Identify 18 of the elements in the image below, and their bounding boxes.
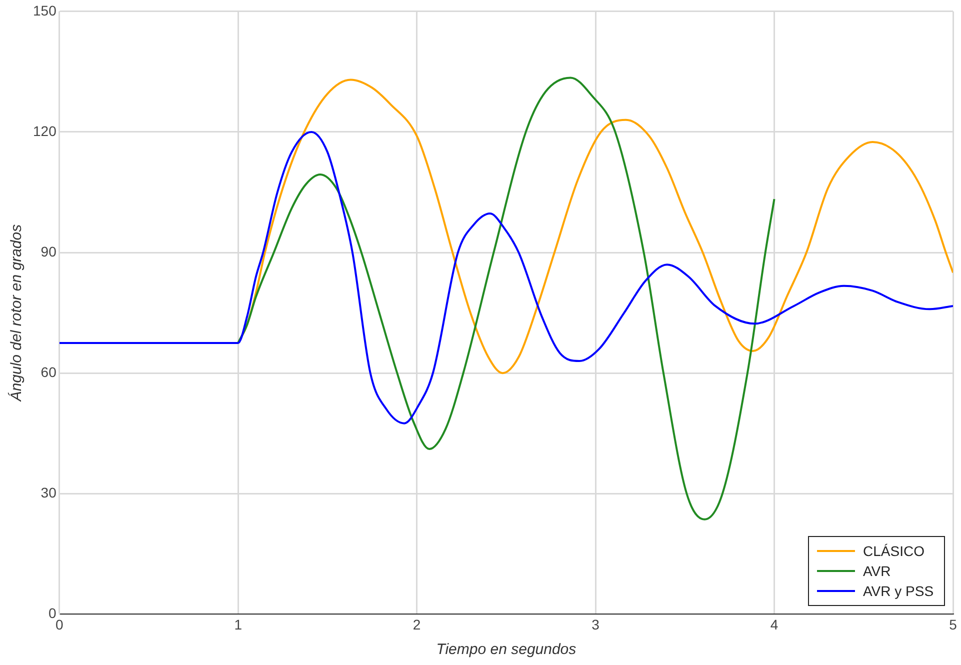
x-tick-label: 1: [234, 616, 242, 632]
legend-label: CLÁSICO: [863, 543, 924, 560]
line-series: [59, 130, 953, 424]
y-axis-title: Ángulo del rotor en grados: [7, 224, 26, 402]
line-series: [237, 76, 776, 520]
legend-label: AVR: [863, 563, 891, 580]
y-tick-label: 60: [40, 364, 57, 380]
y-tick-label: 0: [48, 605, 57, 622]
y-tick-label: 30: [40, 484, 57, 500]
x-tick-label: 2: [412, 616, 421, 632]
x-axis-title: Tiempo en segundos: [436, 641, 577, 658]
y-tick-label: 120: [33, 122, 57, 139]
y-tick-label: 90: [40, 243, 57, 260]
x-tick-label: 4: [770, 616, 778, 632]
x-tick-label: 5: [949, 616, 958, 632]
y-tick-label: 150: [33, 2, 57, 18]
legend-label: AVR y PSS: [863, 583, 934, 600]
x-tick-label: 3: [592, 616, 600, 632]
